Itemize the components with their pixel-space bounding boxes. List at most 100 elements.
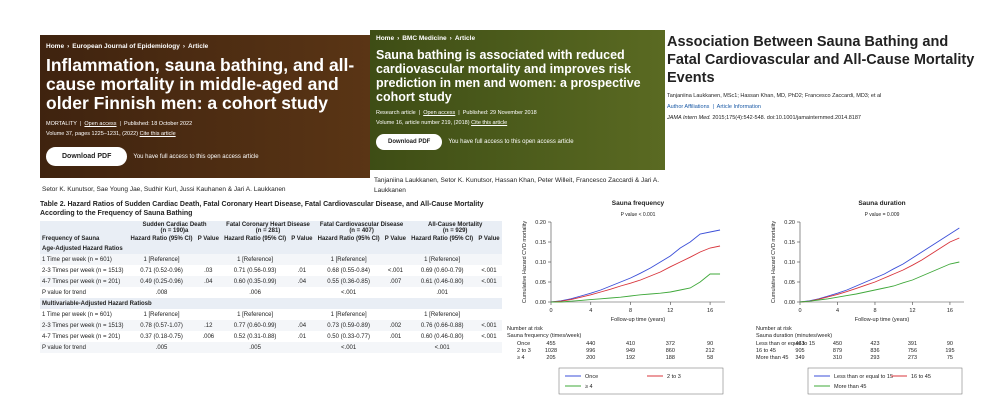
legend-label: ≥ 4 — [585, 384, 593, 390]
table-row: P value for trend .005 .005 <.001 <.001 — [40, 342, 502, 353]
crumb-link[interactable]: BMC Medicine — [402, 35, 447, 42]
table-row: 4-7 Times per week (n = 201) 0.49 (0.25-0… — [40, 276, 502, 287]
p-cell — [195, 342, 221, 353]
risk-count: 90 — [707, 341, 713, 347]
outcome-header: Fatal Coronary Heart Disease (n = 281) — [221, 221, 315, 235]
legend-label: More than 45 — [834, 384, 866, 390]
y-tick-label: 0.20 — [784, 220, 795, 226]
risk-count: 905 — [795, 348, 804, 354]
p-cell: .12 — [204, 322, 213, 329]
series-line — [551, 273, 721, 303]
p-cell: <.001 — [481, 267, 497, 274]
risk-count: 836 — [870, 348, 879, 354]
crumb-link[interactable]: Home — [46, 43, 65, 50]
chart-subtitle: P value < 0.001 — [621, 212, 656, 218]
bmc-header: Home › BMC Medicine › Article Sauna bathing … — [370, 30, 665, 170]
volume-line: Volume 16, article number 219, (2018) Ci… — [376, 120, 659, 126]
meta: MORTALITY | Open access | Published: 18 Octo… — [46, 121, 193, 127]
authors: Tanjaniina Laukkanen, MSc1; Hassan Khan,… — [667, 93, 882, 99]
risk-row-name: 2 to 3 — [517, 348, 531, 354]
risk-count: 756 — [908, 348, 917, 354]
risk-count: 463 — [795, 341, 804, 347]
meta-item: MORTALITY — [46, 121, 77, 127]
p-cell: <.001 — [481, 278, 497, 285]
breadcrumb: Home › European Journal of Epidemiology › Ar… — [46, 43, 209, 50]
x-tick-label: 12 — [667, 308, 673, 314]
meta: Research article | Open access | Published: … — [376, 110, 537, 116]
section-title: Age-Adjusted Hazard Ratios — [40, 243, 502, 254]
citation: JAMA Intern Med. 2015;175(4):542-548. do… — [667, 115, 982, 121]
hr-cell: 0.71 (0.52-0.96) — [140, 267, 183, 274]
section-row: Age-Adjusted Hazard Ratios — [40, 243, 502, 254]
crumb-link[interactable]: Home — [376, 35, 395, 42]
x-axis-label: Follow-up time (years) — [611, 317, 666, 323]
risk-row-name: 16 to 45 — [756, 348, 776, 354]
p-cell — [476, 342, 502, 353]
hr-cell: 1 [Reference] — [424, 256, 461, 263]
risk-count: 310 — [833, 355, 842, 361]
risk-count: 372 — [666, 341, 675, 347]
p-cell: .001 — [389, 333, 402, 340]
hr-cell: <.001 — [341, 344, 357, 351]
p-cell — [382, 309, 408, 320]
risk-count: 410 — [626, 341, 635, 347]
risk-title: Number at risk — [756, 326, 792, 332]
risk-count: 75 — [947, 355, 953, 361]
p-header: P Value — [291, 236, 313, 242]
risk-count: 212 — [705, 348, 714, 354]
authors: Setor K. Kunutsor, Sae Young Jae, Sudhir… — [42, 186, 286, 193]
y-tick-label: 0.20 — [535, 220, 546, 226]
hr-cell: 0.68 (0.55-0.84) — [327, 267, 370, 274]
y-tick-label: 0.10 — [784, 260, 795, 266]
cite-link[interactable]: Cite this article — [471, 120, 508, 126]
meta-link[interactable]: Open access — [84, 121, 117, 127]
y-tick-label: 0.05 — [784, 280, 795, 286]
chart-subtitle: P value = 0.009 — [865, 212, 900, 218]
hr-cell: 0.52 (0.31-0.88) — [233, 333, 277, 340]
row-label: 2-3 Times per week (n = 1513) — [42, 267, 124, 274]
journal: JAMA Intern Med. — [667, 115, 711, 121]
risk-count: 391 — [908, 341, 917, 347]
series-line — [550, 245, 721, 303]
article-title: Association Between Sauna Bathing and Fa… — [667, 34, 975, 86]
download-button[interactable]: Download PDF — [376, 134, 443, 150]
link[interactable]: Article Information — [716, 104, 761, 110]
springer-header: Home › European Journal of Epidemiology › Ar… — [40, 35, 370, 178]
row-label: 2-3 Times per week (n = 1513) — [42, 322, 124, 329]
risk-subtitle: Sauna frequency (times/week) — [507, 333, 581, 339]
risk-title: Number at risk — [507, 326, 543, 332]
risk-count: 273 — [908, 355, 917, 361]
outcome-header: Sudden Cardiac Death (n = 190)a — [128, 221, 222, 235]
table-row: 4-7 Times per week (n = 201) 0.37 (0.18-0… — [40, 331, 502, 342]
risk-count: 860 — [666, 348, 675, 354]
table-block: Table 2. Hazard Ratios of Sudden Cardiac… — [40, 200, 502, 353]
outcome-name: Sudden Cardiac Death — [142, 222, 207, 228]
breadcrumb: Home › BMC Medicine › Article — [376, 35, 476, 42]
hr-cell: 0.60 (0.35-0.99) — [233, 278, 277, 285]
hr-cell: 0.78 (0.57-1.07) — [140, 322, 183, 329]
p-header: P Value — [197, 236, 219, 242]
row-label: 4-7 Times per week (n = 201) — [42, 278, 121, 285]
legend-box — [807, 367, 963, 395]
risk-count: 195 — [945, 348, 954, 354]
p-cell: .006 — [202, 333, 215, 340]
hr-cell: 1 [Reference] — [237, 311, 274, 318]
hr-header: Hazard Ratio (95% CI) — [130, 236, 193, 242]
hr-cell: <.001 — [341, 289, 357, 296]
meta-link[interactable]: Open access — [423, 110, 456, 116]
links: Author Affiliations | Article Informatio… — [667, 104, 761, 110]
risk-row-name: ≥ 4 — [517, 355, 525, 361]
risk-count: 1028 — [545, 348, 557, 354]
cite-link[interactable]: Cite this article — [139, 131, 176, 137]
p-cell — [195, 309, 221, 320]
risk-count: 200 — [586, 355, 595, 361]
citation-text: 2015;175(4):542-548. doi:10.1001/jamaint… — [712, 115, 861, 121]
volume-line: Volume 37, pages 1225–1231, (2022) Cite … — [46, 131, 364, 137]
download-button[interactable]: Download PDF — [46, 147, 128, 166]
p-cell — [382, 287, 408, 298]
hr-cell: 0.50 (0.33-0.77) — [327, 333, 370, 340]
link[interactable]: Author Affiliations — [667, 104, 710, 110]
hr-header: Hazard Ratio (95% CI) — [224, 236, 287, 242]
crumb-link[interactable]: European Journal of Epidemiology — [72, 43, 180, 50]
y-tick-label: 0.05 — [535, 280, 546, 286]
